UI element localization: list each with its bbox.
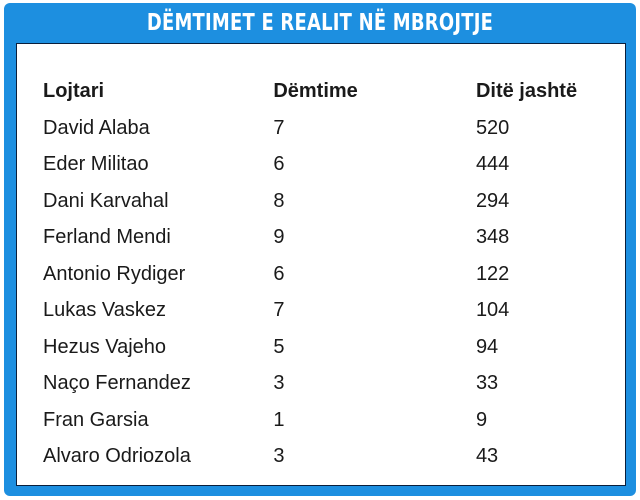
- injury-count: 5: [273, 335, 285, 358]
- days-out: 33: [475, 372, 499, 395]
- table-row: Eder Militao 6 444: [43, 147, 625, 184]
- player-name: Eder Militao: [43, 153, 149, 176]
- injury-count: 7: [273, 299, 285, 322]
- table-row: Dani Karvahal 8 294: [43, 183, 625, 220]
- player-name: Alvaro Odriozola: [43, 445, 191, 468]
- table-row: Antonio Rydiger 6 122: [43, 256, 625, 293]
- column-header-days-out: Ditë jashtë: [475, 79, 578, 102]
- title-bar: DËMTIMET E REALIT NË MBROJTJE: [4, 3, 636, 43]
- table-header-row: Lojtari Dëmtime Ditë jashtë: [43, 72, 625, 110]
- days-out: 43: [475, 445, 499, 468]
- player-name: Dani Karvahal: [43, 189, 169, 212]
- days-out: 9: [475, 408, 488, 431]
- injury-count: 8: [273, 189, 285, 212]
- table-row: Alvaro Odriozola 3 43: [43, 439, 625, 476]
- injury-count: 1: [273, 408, 285, 431]
- player-name: Ferland Mendi: [43, 226, 171, 249]
- table-row: Ferland Mendi 9 348: [43, 220, 625, 257]
- injury-count: 7: [273, 116, 285, 139]
- table-row: Naço Fernandez 3 33: [43, 366, 625, 403]
- days-out: 520: [475, 116, 510, 139]
- table-row: Lukas Vaskez 7 104: [43, 293, 625, 330]
- player-name: David Alaba: [43, 116, 150, 139]
- injury-count: 6: [273, 153, 285, 176]
- player-name: Lukas Vaskez: [43, 299, 167, 322]
- player-name: Fran Garsia: [43, 408, 149, 431]
- injuries-table: Lojtari Dëmtime Ditë jashtë David Alaba …: [43, 72, 625, 475]
- days-out: 104: [475, 299, 510, 322]
- player-name: Antonio Rydiger: [43, 262, 186, 285]
- days-out: 94: [475, 335, 499, 358]
- table-row: Fran Garsia 1 9: [43, 402, 625, 439]
- column-header-player: Lojtari: [43, 79, 105, 102]
- table-row: Hezus Vajeho 5 94: [43, 329, 625, 366]
- player-name: Naço Fernandez: [43, 372, 191, 395]
- injury-count: 3: [273, 372, 285, 395]
- table-row: David Alaba 7 520: [43, 110, 625, 147]
- injury-count: 3: [273, 445, 285, 468]
- days-out: 444: [475, 153, 510, 176]
- table-panel: Lojtari Dëmtime Ditë jashtë David Alaba …: [16, 43, 626, 486]
- days-out: 294: [475, 189, 510, 212]
- page-title: DËMTIMET E REALIT NË MBROJTJE: [146, 10, 494, 36]
- injury-count: 6: [273, 262, 285, 285]
- table-frame: DËMTIMET E REALIT NË MBROJTJE Lojtari Dë…: [4, 3, 636, 496]
- days-out: 122: [475, 262, 510, 285]
- days-out: 348: [475, 226, 510, 249]
- injury-count: 9: [273, 226, 285, 249]
- column-header-injuries: Dëmtime: [273, 79, 358, 102]
- player-name: Hezus Vajeho: [43, 335, 167, 358]
